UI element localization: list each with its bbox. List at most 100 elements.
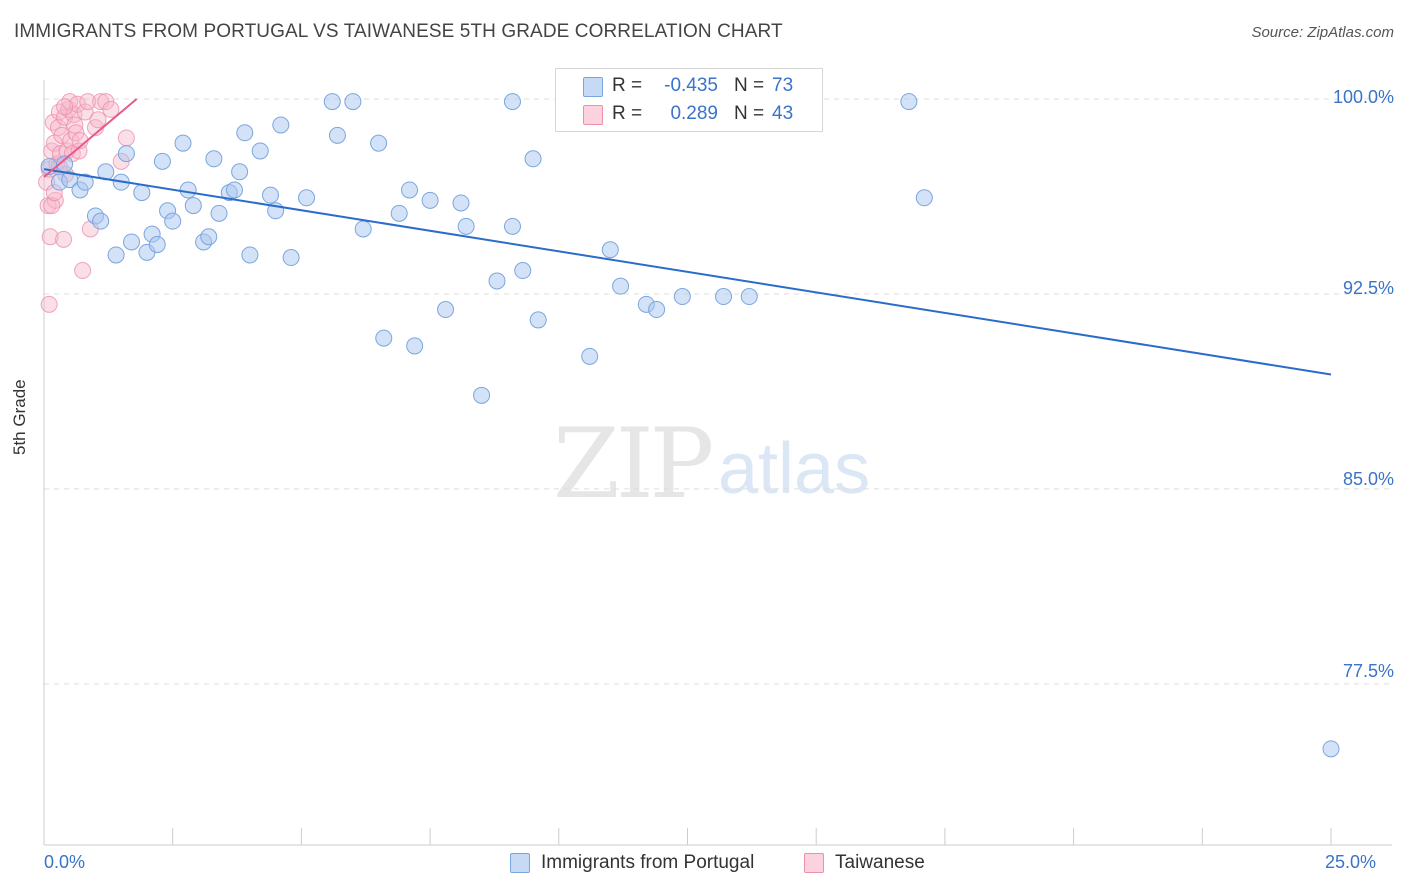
chart-title: IMMIGRANTS FROM PORTUGAL VS TAIWANESE 5T… [14,21,783,42]
portugal-point [1322,740,1340,758]
taiwanese-point [117,129,135,147]
portugal-point [915,189,933,207]
x-tick-label: 25.0% [1325,852,1377,872]
portugal-point [262,186,280,204]
portugal-point [153,152,171,170]
taiwanese-points [38,93,135,313]
portugal-point [401,181,419,199]
y-tick-label: 77.5% [1342,661,1394,681]
portugal-swatch [583,77,603,97]
watermark-zip: ZIP [553,408,714,520]
taiwanese-point [67,124,85,142]
portugal-point [715,288,733,306]
y-tick-label: 85.0% [1342,469,1394,489]
portugal-point [488,272,506,290]
taiwanese-point [56,98,74,116]
portugal-point [328,126,346,144]
portugal-point [323,93,341,111]
portugal-point [179,181,197,199]
portugal-point [241,246,259,264]
portugal-trend-line [43,168,1332,376]
portugal-point [200,228,218,246]
portugal-point [503,217,521,235]
taiwanese-point [41,228,59,246]
correlation-legend: R = -0.435 N = 73 R = 0.289 N = 43 [555,68,823,132]
portugal-swatch [510,853,530,873]
portugal-point [133,184,151,202]
legend-row-taiwanese: R = 0.289 N = 43 [556,101,822,129]
portugal-point [514,262,532,280]
y-tick-label: 92.5% [1342,278,1394,298]
portugal-point [231,163,249,181]
portugal-point [900,93,918,111]
portugal-point [344,93,362,111]
portugal-point [354,220,372,238]
portugal-point [148,236,166,254]
r-label: R = [612,75,643,96]
portugal-point [503,93,521,111]
portugal-point [370,134,388,152]
portugal-point [473,386,491,404]
taiwanese-point [89,111,107,129]
n-value: 43 [772,103,794,124]
portugal-point [457,217,475,235]
taiwanese-point [43,197,61,215]
portugal-point [529,311,547,329]
axes [43,80,1392,846]
portugal-point [205,150,223,168]
portugal-point [174,134,192,152]
portugal-point [282,249,300,267]
portugal-point [740,288,758,306]
portugal-point [236,124,254,142]
taiwanese-point [102,100,120,118]
portugal-point [375,329,393,347]
taiwanese-point [55,230,73,248]
taiwanese-point [76,103,94,121]
portugal-point [452,194,470,212]
legend-row-portugal: R = -0.435 N = 73 [556,73,822,101]
portugal-point [298,189,316,207]
source-label: Source: ZipAtlas.com [1251,24,1394,41]
taiwanese-trend-line [43,98,138,178]
y-tick-label: 100.0% [1332,87,1394,107]
portugal-point [117,145,135,163]
portugal-point [648,301,666,319]
legend-label: Immigrants from Portugal [541,852,755,873]
portugal-point [406,337,424,355]
x-tick-label: 0.0% [44,852,86,872]
portugal-point [107,246,125,264]
portugal-point [251,142,269,160]
taiwanese-swatch [804,853,824,873]
grid-lines [44,98,1392,685]
taiwanese-swatch [583,105,603,125]
portugal-point [123,233,141,251]
trend-lines [43,98,1332,376]
portugal-point [164,212,182,230]
taiwanese-point [74,262,92,280]
taiwanese-point [79,93,97,111]
portugal-point [601,241,619,259]
portugal-point [92,212,110,230]
taiwanese-point [44,113,62,131]
portugal-point [184,197,202,215]
portugal-point [524,150,542,168]
watermark-atlas: atlas [718,429,871,509]
portugal-point [673,288,691,306]
portugal-point [581,347,599,365]
r-label: R = [612,103,643,124]
taiwanese-point [40,295,58,313]
r-value: -0.435 [664,75,718,96]
portugal-point [390,204,408,222]
n-label: N = [734,75,765,96]
portugal-point [210,204,228,222]
r-value: 0.289 [670,103,718,124]
taiwanese-point [53,126,71,144]
portugal-points [40,93,1340,758]
portugal-point [612,277,630,295]
portugal-point [437,301,455,319]
portugal-point [272,116,290,134]
y-axis-label: 5th Grade [10,379,29,455]
n-value: 73 [772,75,794,96]
n-label: N = [734,103,765,124]
